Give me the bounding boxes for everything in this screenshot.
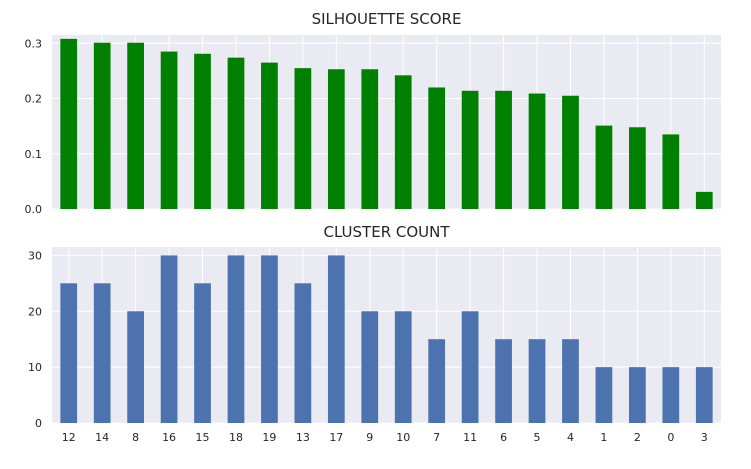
count-bar-17[interactable] (327, 255, 345, 423)
count-bar-13[interactable] (294, 283, 312, 423)
count-bar-7[interactable] (428, 339, 446, 423)
count-xtick-label: 15 (196, 431, 210, 444)
count-xtick-label: 14 (95, 431, 109, 444)
count-bar-11[interactable] (461, 311, 479, 423)
count-bar-0[interactable] (662, 367, 680, 423)
silhouette-ytick-label: 0.0 (25, 203, 43, 216)
count-bar-10[interactable] (394, 311, 412, 423)
count-xtick-label: 19 (262, 431, 276, 444)
silhouette-bar-11[interactable] (461, 90, 479, 209)
count-bar-6[interactable] (495, 339, 512, 423)
count-ytick-label: 0 (35, 417, 42, 430)
count-bar-9[interactable] (361, 311, 379, 423)
silhouette-bar-6[interactable] (495, 90, 512, 209)
count-bar-18[interactable] (227, 255, 245, 423)
silhouette-bar-12[interactable] (60, 38, 78, 209)
silhouette-bar-17[interactable] (327, 69, 345, 209)
count-chart-title: CLUSTER COUNT (323, 223, 450, 241)
count-xtick-label: 0 (667, 431, 674, 444)
count-xtick-label: 12 (62, 431, 76, 444)
count-xtick-label: 16 (162, 431, 176, 444)
silhouette-plot-area (52, 35, 721, 209)
silhouette-bar-1[interactable] (595, 125, 613, 209)
silhouette-ytick-label: 0.3 (25, 37, 43, 50)
count-ytick-label: 10 (28, 361, 42, 374)
count-ytick-label: 30 (28, 249, 42, 262)
count-xtick-label: 9 (366, 431, 373, 444)
count-xtick-label: 1 (600, 431, 607, 444)
count-ytick-label: 20 (28, 305, 42, 318)
silhouette-ytick-label: 0.2 (25, 93, 43, 106)
count-bar-19[interactable] (261, 255, 278, 423)
count-bar-1[interactable] (595, 367, 613, 423)
silhouette-bar-10[interactable] (394, 75, 412, 209)
count-xtick-label: 17 (329, 431, 343, 444)
silhouette-panel: 0.0 0.1 0.2 0.3 SILHOUETTE SCORE (25, 10, 721, 216)
count-bar-16[interactable] (160, 255, 178, 423)
count-bar-2[interactable] (629, 367, 646, 423)
silhouette-bar-5[interactable] (528, 93, 546, 209)
count-bar-12[interactable] (60, 283, 78, 423)
silhouette-ytick-label: 0.1 (25, 148, 43, 161)
count-xtick-label: 5 (534, 431, 541, 444)
count-xtick-label: 7 (433, 431, 440, 444)
count-plot-area (52, 247, 721, 423)
silhouette-bar-13[interactable] (294, 68, 312, 210)
silhouette-bar-2[interactable] (629, 127, 646, 209)
silhouette-chart-title: SILHOUETTE SCORE (312, 10, 462, 28)
count-bar-15[interactable] (194, 283, 211, 423)
count-xtick-label: 8 (132, 431, 139, 444)
silhouette-bar-9[interactable] (361, 69, 379, 209)
count-bar-14[interactable] (93, 283, 111, 423)
silhouette-bar-3[interactable] (695, 191, 713, 209)
silhouette-bar-0[interactable] (662, 134, 680, 209)
count-xtick-label: 2 (634, 431, 641, 444)
silhouette-bar-8[interactable] (127, 42, 144, 209)
silhouette-bar-19[interactable] (261, 62, 278, 209)
count-bar-5[interactable] (528, 339, 546, 423)
count-xtick-label: 13 (296, 431, 310, 444)
count-xtick-label: 6 (500, 431, 507, 444)
silhouette-bar-15[interactable] (194, 53, 211, 210)
count-bar-4[interactable] (562, 339, 579, 423)
count-xtick-label: 4 (567, 431, 574, 444)
silhouette-bar-14[interactable] (93, 42, 111, 209)
count-xtick-label: 3 (701, 431, 708, 444)
count-xtick-label: 10 (396, 431, 410, 444)
count-bar-3[interactable] (695, 367, 713, 423)
silhouette-bar-7[interactable] (428, 87, 446, 209)
count-xtick-label: 18 (229, 431, 243, 444)
count-xtick-label: 11 (463, 431, 477, 444)
count-bar-8[interactable] (127, 311, 144, 423)
silhouette-bar-16[interactable] (160, 51, 178, 210)
silhouette-bar-18[interactable] (227, 57, 245, 210)
silhouette-bar-4[interactable] (562, 95, 579, 209)
